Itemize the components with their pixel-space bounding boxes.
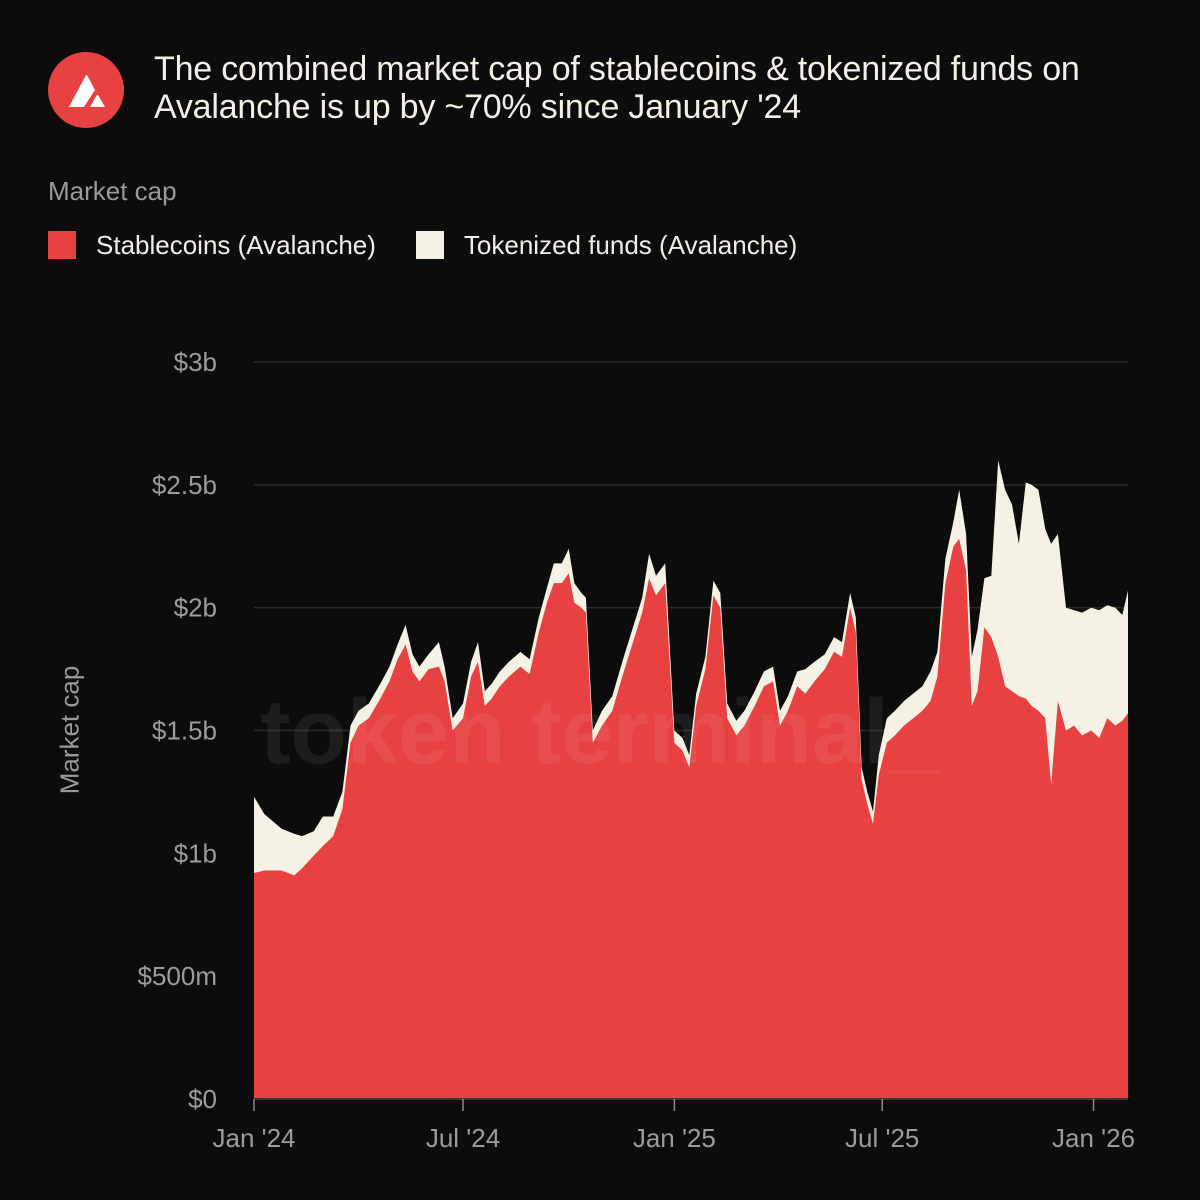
legend-swatch-tokenized-funds	[415, 231, 444, 259]
y-tick-label-6: $3b	[174, 347, 217, 377]
header: The combined market cap of stablecoins &…	[48, 48, 1158, 128]
watermark-text: token terminal_	[260, 681, 941, 783]
y-tick-label-2: $1b	[174, 838, 217, 868]
x-tick-label-4: Jan '26	[1052, 1123, 1135, 1153]
legend-label-stablecoins: Stablecoins (Avalanche)	[96, 229, 376, 260]
y-axis-title: Market cap	[54, 665, 85, 795]
legend: Stablecoins (Avalanche) Tokenized funds …	[48, 229, 837, 261]
x-tick-label-2: Jan '25	[633, 1123, 716, 1153]
legend-item-stablecoins[interactable]: Stablecoins (Avalanche)	[48, 230, 376, 261]
legend-swatch-stablecoins	[48, 231, 76, 259]
avalanche-logo-icon	[48, 52, 124, 128]
x-tick-label-3: Jul '25	[845, 1123, 919, 1153]
y-tick-label-4: $2b	[174, 593, 217, 623]
y-tick-label-1: $500m	[138, 961, 218, 991]
y-tick-label-5: $2.5b	[152, 470, 217, 500]
x-tick-label-1: Jul '24	[426, 1123, 500, 1153]
y-tick-label-0: $0	[188, 1084, 217, 1114]
chart-title: The combined market cap of stablecoins &…	[154, 50, 1080, 126]
y-tick-label-3: $1.5b	[152, 716, 217, 746]
avalanche-mark	[69, 75, 105, 107]
area-series-stablecoins	[254, 538, 1128, 1099]
legend-heading: Market cap	[48, 176, 177, 206]
legend-label-tokenized-funds: Tokenized funds (Avalanche)	[463, 229, 798, 260]
legend-item-tokenized-funds[interactable]: Tokenized funds (Avalanche)	[415, 229, 798, 261]
x-tick-label-0: Jan '24	[212, 1123, 295, 1153]
